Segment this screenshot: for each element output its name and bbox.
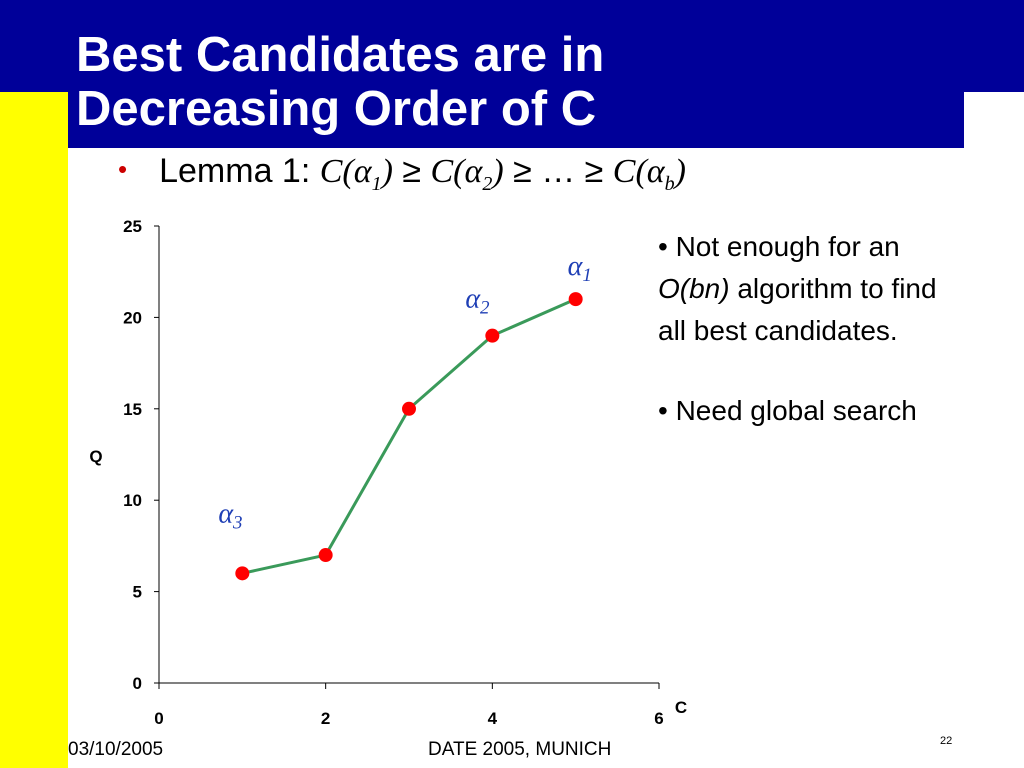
data-point — [485, 328, 500, 343]
lemma-c2: C( — [430, 153, 465, 190]
lemma-alpha2: α — [464, 153, 483, 190]
y-axis-label: Q — [89, 447, 102, 466]
page-number: 22 — [940, 735, 953, 747]
y-tick-label: 5 — [133, 583, 142, 602]
series-line — [242, 297, 577, 575]
lemma-alphab: α — [646, 153, 665, 190]
y-tick-label: 0 — [133, 674, 142, 693]
lemma-bullet: • Lemma 1: C(α1) ≥ C(α2) ≥ … ≥ C(αb) — [118, 152, 686, 196]
lemma-ge1: ≥ — [392, 152, 431, 190]
alpha-label: α1 — [568, 251, 592, 286]
note-1-line-2-rest: algorithm to find — [729, 273, 937, 304]
lemma-ge3: ≥ — [575, 152, 613, 190]
lemma-subb: b — [664, 172, 675, 195]
note-1-line-2: O(bn) algorithm to find — [658, 268, 1018, 310]
y-tick-label: 25 — [123, 217, 142, 236]
y-tick-label: 10 — [123, 491, 142, 510]
alpha-label: α2 — [465, 284, 490, 319]
data-point — [235, 566, 250, 581]
lemma-ellipsis: … — [541, 152, 576, 190]
lemma-prefix: Lemma 1: — [159, 152, 320, 190]
lemma-c3: C( — [612, 153, 647, 190]
x-tick-label: 6 — [654, 709, 663, 728]
x-axis-label: C — [675, 698, 687, 717]
footer-event: DATE 2005, MUNICH — [428, 739, 612, 760]
sidebar-stripe — [0, 92, 68, 768]
alpha-subscript: 2 — [480, 298, 490, 319]
note-2: • Need global search — [658, 395, 917, 426]
bullet-dot-icon: • — [118, 154, 128, 184]
lemma-sub1: 1 — [371, 172, 382, 195]
notes-panel: • Not enough for an O(bn) algorithm to f… — [658, 226, 1018, 432]
y-tick-label: 15 — [123, 400, 142, 419]
footer-date: 03/10/2005 — [68, 739, 164, 760]
x-tick-label: 2 — [321, 709, 330, 728]
lemma-sub2: 2 — [482, 172, 493, 195]
title-line-2: Decreasing Order of C — [76, 82, 597, 136]
data-point — [318, 548, 333, 563]
y-tick-label: 20 — [123, 308, 142, 327]
x-tick-label: 4 — [488, 709, 498, 728]
lemma-close1: ) — [381, 153, 393, 190]
lemma-ge2: ≥ — [503, 152, 542, 190]
lemma-close3: ) — [674, 153, 686, 190]
alpha-subscript: 3 — [232, 512, 243, 533]
lemma-c1: C( — [319, 153, 354, 190]
note-1-line-3: all best candidates. — [658, 315, 898, 346]
alpha-label: α3 — [218, 498, 242, 533]
alpha-subscript: 1 — [582, 265, 592, 286]
title-line-1: Best Candidates are in — [76, 28, 605, 82]
x-tick-label: 0 — [154, 709, 163, 728]
alpha-symbol: α — [568, 251, 584, 282]
lemma-alpha1: α — [353, 153, 372, 190]
note-complexity: O(bn) — [658, 273, 730, 304]
slide-title: Best Candidates are in Decreasing Order … — [76, 28, 604, 136]
header-band — [0, 0, 1024, 92]
lemma-close2: ) — [492, 153, 504, 190]
alpha-symbol: α — [218, 498, 234, 529]
title-box — [68, 92, 964, 148]
note-1-line-1: • Not enough for an — [658, 231, 900, 262]
data-point — [402, 401, 416, 416]
alpha-symbol: α — [465, 284, 481, 315]
data-point — [568, 292, 583, 307]
